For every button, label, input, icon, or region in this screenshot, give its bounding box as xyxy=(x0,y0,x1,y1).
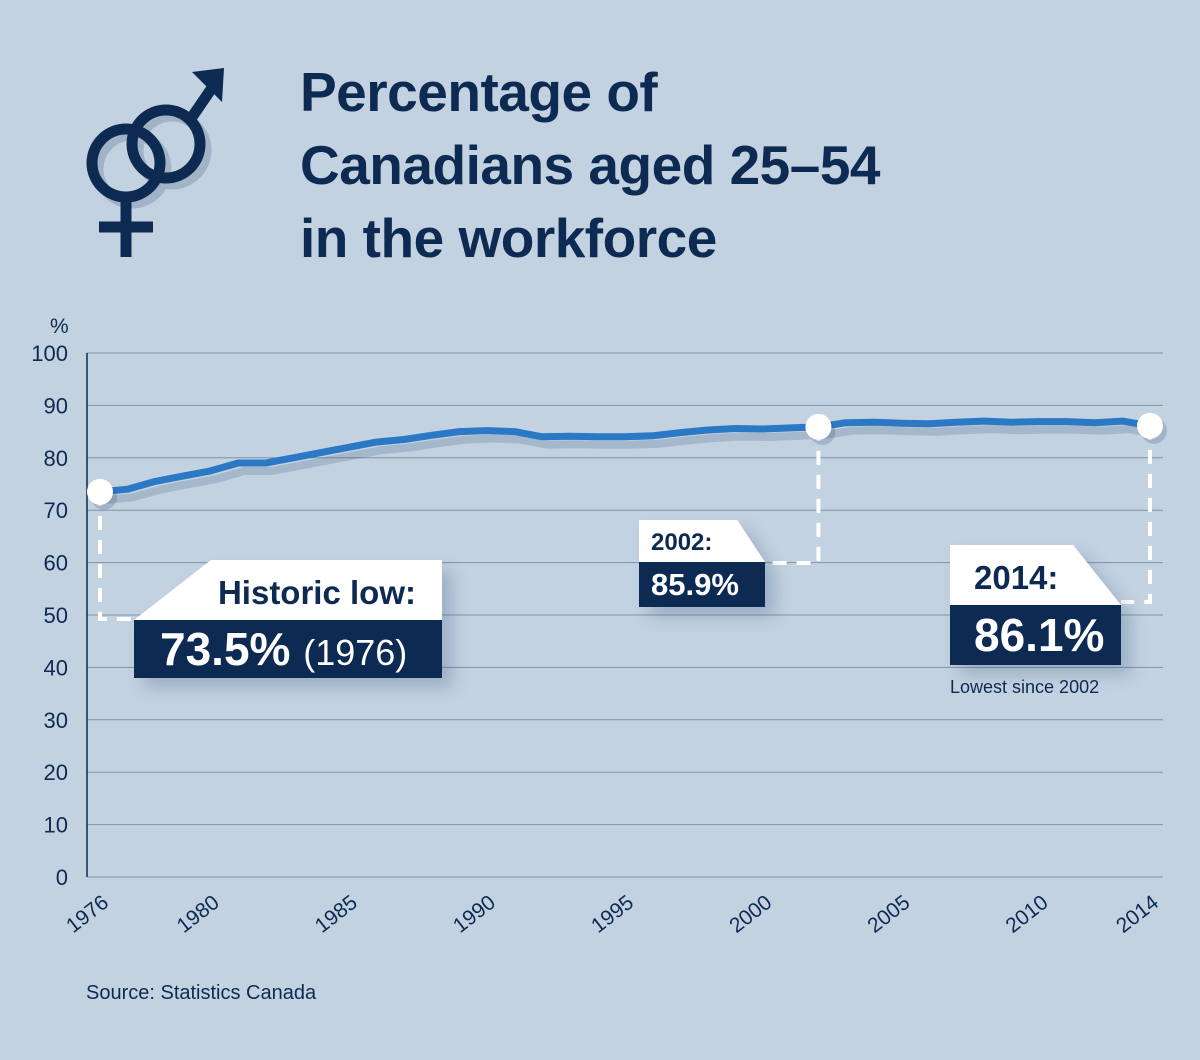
x-axis: 1976 1980 1985 1990 1995 2000 2005 2010 2014 xyxy=(62,891,1163,938)
highlight-points xyxy=(87,412,1167,510)
highlight-point xyxy=(87,478,113,505)
y-tick-label: 10 xyxy=(44,813,68,838)
title-line-3: in the workforce xyxy=(300,207,717,269)
x-tick-label: 2014 xyxy=(1112,891,1163,938)
y-tick-label: 50 xyxy=(44,603,68,628)
callout-2014-label: 2014: xyxy=(974,559,1059,596)
callout-leaders xyxy=(98,425,1152,621)
y-tick-label: 90 xyxy=(44,393,68,418)
x-tick-label: 1985 xyxy=(311,891,362,938)
x-tick-label: 1990 xyxy=(449,891,500,938)
highlight-point xyxy=(1137,412,1163,439)
male-female-symbols-icon xyxy=(86,68,224,257)
historic-low-year: (1976) xyxy=(303,632,408,673)
y-tick-label: 20 xyxy=(44,760,68,785)
callout-2002-value: 85.9% xyxy=(639,562,765,607)
y-tick-label: 0 xyxy=(56,865,68,890)
y-tick-label: 70 xyxy=(44,498,68,523)
historic-low-value-box: 73.5% (1976) xyxy=(134,620,442,678)
chart-title: Percentage of Canadians aged 25–54 in th… xyxy=(300,56,881,275)
callout-2014: 2014: 86.1% Lowest since 2002 xyxy=(950,545,1121,698)
x-tick-label: 2005 xyxy=(863,891,914,938)
historic-low-label: Historic low: xyxy=(217,574,416,611)
title-line-1: Percentage of xyxy=(300,61,658,123)
leader-2014 xyxy=(1121,425,1152,604)
callout-2002-label: 2002: xyxy=(651,529,713,556)
x-tick-label: 2010 xyxy=(1002,891,1053,938)
y-tick-label: 80 xyxy=(44,446,68,471)
source-note: Source: Statistics Canada xyxy=(86,982,317,1004)
y-tick-label: 30 xyxy=(44,708,68,733)
y-axis: 0 10 20 30 40 50 60 70 80 90 100% xyxy=(31,315,88,890)
line-chart: 0 10 20 30 40 50 60 70 80 90 100% 1976 1980 1985 1990… xyxy=(31,315,1167,938)
series-line-group xyxy=(96,417,1157,504)
leader-2002 xyxy=(765,426,821,565)
x-tick-label: 1980 xyxy=(173,891,224,938)
leader-historic-low xyxy=(98,491,138,621)
y-tick-label: 100 xyxy=(31,341,68,366)
callout-2014-value: 86.1% xyxy=(950,605,1121,665)
historic-low-callout: Historic low: 73.5% (1976) xyxy=(134,560,442,678)
series-line xyxy=(96,417,1154,496)
title-line-2: Canadians aged 25–54 xyxy=(300,134,881,196)
y-tick-label: 60 xyxy=(44,551,68,576)
highlight-point xyxy=(805,413,832,440)
x-tick-label: 2000 xyxy=(725,891,776,938)
x-tick-label: 1995 xyxy=(587,891,638,938)
x-tick-label: 1976 xyxy=(62,891,113,938)
callout-2002: 2002: 85.9% xyxy=(639,520,765,607)
series-line-shadow xyxy=(105,425,1157,504)
historic-low-value: 73.5% xyxy=(160,623,291,675)
y-tick-label: 40 xyxy=(44,655,68,680)
callout-2014-note: Lowest since 2002 xyxy=(950,677,1100,697)
y-axis-label: % xyxy=(50,315,69,338)
